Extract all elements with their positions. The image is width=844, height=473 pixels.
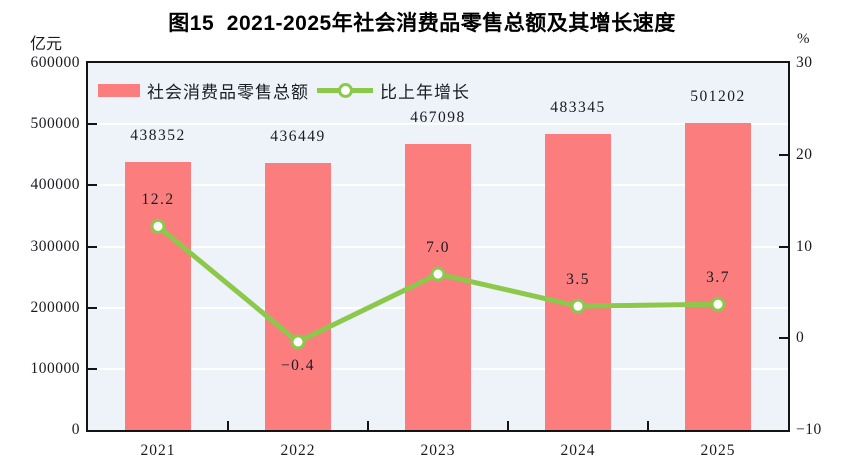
right-axis-tick — [779, 337, 788, 340]
left-axis-tick-labels: 0 100000 200000 300000 400000 500000 600000 — [4, 54, 80, 438]
x-axis-label-2023: 2023 — [420, 442, 456, 459]
left-axis-tick — [88, 123, 97, 126]
right-axis-tick-label: −10 — [796, 421, 822, 438]
left-axis-tick — [88, 184, 97, 187]
legend-bar-series-label: 社会消费品零售总额 — [147, 83, 309, 102]
right-axis-tick — [779, 153, 788, 156]
right-axis-unit-label: % — [797, 31, 810, 47]
right-axis-tick-labels: −10 0 10 20 30 — [796, 54, 844, 438]
line-value-label-2024: 3.5 — [566, 271, 590, 289]
gridline — [88, 123, 788, 126]
bar-value-label-2025: 501202 — [690, 88, 746, 106]
legend-line-dot — [337, 83, 353, 98]
bar-value-label-2021: 438352 — [130, 126, 186, 144]
bar-value-label-2022: 436449 — [270, 128, 326, 146]
x-axis-category-labels: 2021 2022 2023 2024 2025 — [88, 441, 788, 461]
bar-value-label-2024: 483345 — [550, 99, 606, 117]
figure-title: 图15 2021-2025年社会消费品零售总额及其增长速度 — [168, 12, 676, 35]
left-axis-tick-label: 600000 — [30, 54, 80, 71]
left-axis-tick-label: 300000 — [30, 237, 80, 255]
legend-bar-swatch-icon — [98, 84, 140, 97]
bar-2023 — [405, 144, 471, 430]
right-axis-tick-label: 0 — [796, 329, 805, 347]
right-axis-tick-label: 20 — [796, 145, 813, 163]
right-axis-tick — [779, 245, 788, 248]
left-axis-tick-label: 100000 — [30, 359, 80, 377]
x-axis-tick — [227, 421, 229, 430]
x-axis-label-2024: 2024 — [560, 442, 596, 459]
legend: 社会消费品零售总额 比上年增长 — [98, 78, 478, 103]
left-axis-tick-label: 0 — [71, 421, 80, 438]
left-axis-tick-label: 200000 — [30, 298, 80, 316]
legend-line-marker-icon — [317, 83, 373, 98]
bar-value-label-2023: 467098 — [410, 109, 466, 127]
left-axis-unit-label: 亿元 — [30, 36, 63, 53]
line-value-label-2021: 12.2 — [141, 191, 175, 209]
right-axis-tick-label: 30 — [796, 54, 813, 71]
x-axis-label-2022: 2022 — [280, 442, 316, 459]
right-axis-tick-label: 10 — [796, 237, 813, 255]
x-axis-label-2021: 2021 — [140, 442, 176, 459]
x-axis-tick — [507, 421, 509, 430]
x-axis-tick — [647, 421, 649, 430]
left-axis-tick-label: 500000 — [30, 115, 80, 133]
legend-line-series-label: 比上年增长 — [380, 83, 470, 102]
x-axis-tick — [367, 421, 369, 430]
left-axis-tick — [88, 245, 97, 248]
left-axis-tick — [88, 306, 97, 309]
x-axis-label-2025: 2025 — [700, 442, 736, 459]
left-axis-tick — [88, 367, 97, 370]
plot-area: 社会消费品零售总额 比上年增长 438352 436449 467098 483345… — [86, 61, 790, 432]
line-value-label-2025: 3.7 — [706, 269, 730, 287]
line-value-label-2022: −0.4 — [280, 356, 316, 374]
bar-2022 — [265, 163, 331, 430]
left-axis-tick-label: 400000 — [30, 176, 80, 194]
line-value-label-2023: 7.0 — [426, 239, 450, 257]
